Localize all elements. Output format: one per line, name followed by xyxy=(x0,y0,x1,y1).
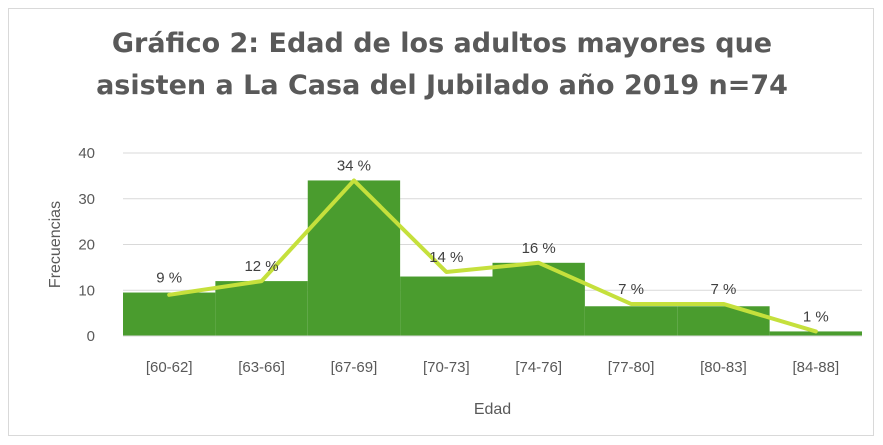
data-label: 12 % xyxy=(244,258,278,275)
x-tick-label: [80-83] xyxy=(700,359,747,376)
x-tick-label: [70-73] xyxy=(423,359,470,376)
y-tick-label: 40 xyxy=(78,145,95,162)
bar-1 xyxy=(215,281,308,336)
chart-title-line-1: Gráfico 2: Edad de los adultos mayores q… xyxy=(111,28,773,59)
x-tick-label: [67-69] xyxy=(331,359,378,376)
y-axis-title: Frecuencias xyxy=(47,201,64,288)
bar-2 xyxy=(307,180,401,336)
x-tick-label: [63-66] xyxy=(238,359,285,376)
x-tick-label: [77-80] xyxy=(608,359,655,376)
chart-frame: Gráfico 2: Edad de los adultos mayores q… xyxy=(8,8,874,436)
x-tick-label: [74-76] xyxy=(515,359,562,376)
bar-5 xyxy=(584,306,678,336)
chart-title-line-2: asisten a La Casa del Jubilado año 2019 … xyxy=(96,70,788,101)
y-tick-label: 0 xyxy=(87,328,95,345)
bar-0 xyxy=(123,292,216,336)
bar-4 xyxy=(492,262,585,336)
y-tick-label: 10 xyxy=(78,282,95,299)
data-label: 7 % xyxy=(618,281,644,298)
y-tick-label: 30 xyxy=(78,191,95,208)
bar-7 xyxy=(769,331,862,336)
frequency-line xyxy=(167,178,818,334)
x-axis-title: Edad xyxy=(474,401,511,418)
x-tick-label: [84-88] xyxy=(792,359,839,376)
data-label: 34 % xyxy=(337,157,371,174)
bar-6 xyxy=(677,306,770,336)
chart-title: Gráfico 2: Edad de los adultos mayores q… xyxy=(9,23,875,107)
y-tick-label: 20 xyxy=(78,237,95,254)
data-label: 1 % xyxy=(803,308,829,325)
data-label: 7 % xyxy=(711,281,737,298)
x-tick-label: [60-62] xyxy=(146,359,193,376)
data-label: 9 % xyxy=(156,270,182,287)
data-label: 16 % xyxy=(522,240,556,257)
bar-3 xyxy=(400,276,493,336)
data-label: 14 % xyxy=(429,249,463,266)
